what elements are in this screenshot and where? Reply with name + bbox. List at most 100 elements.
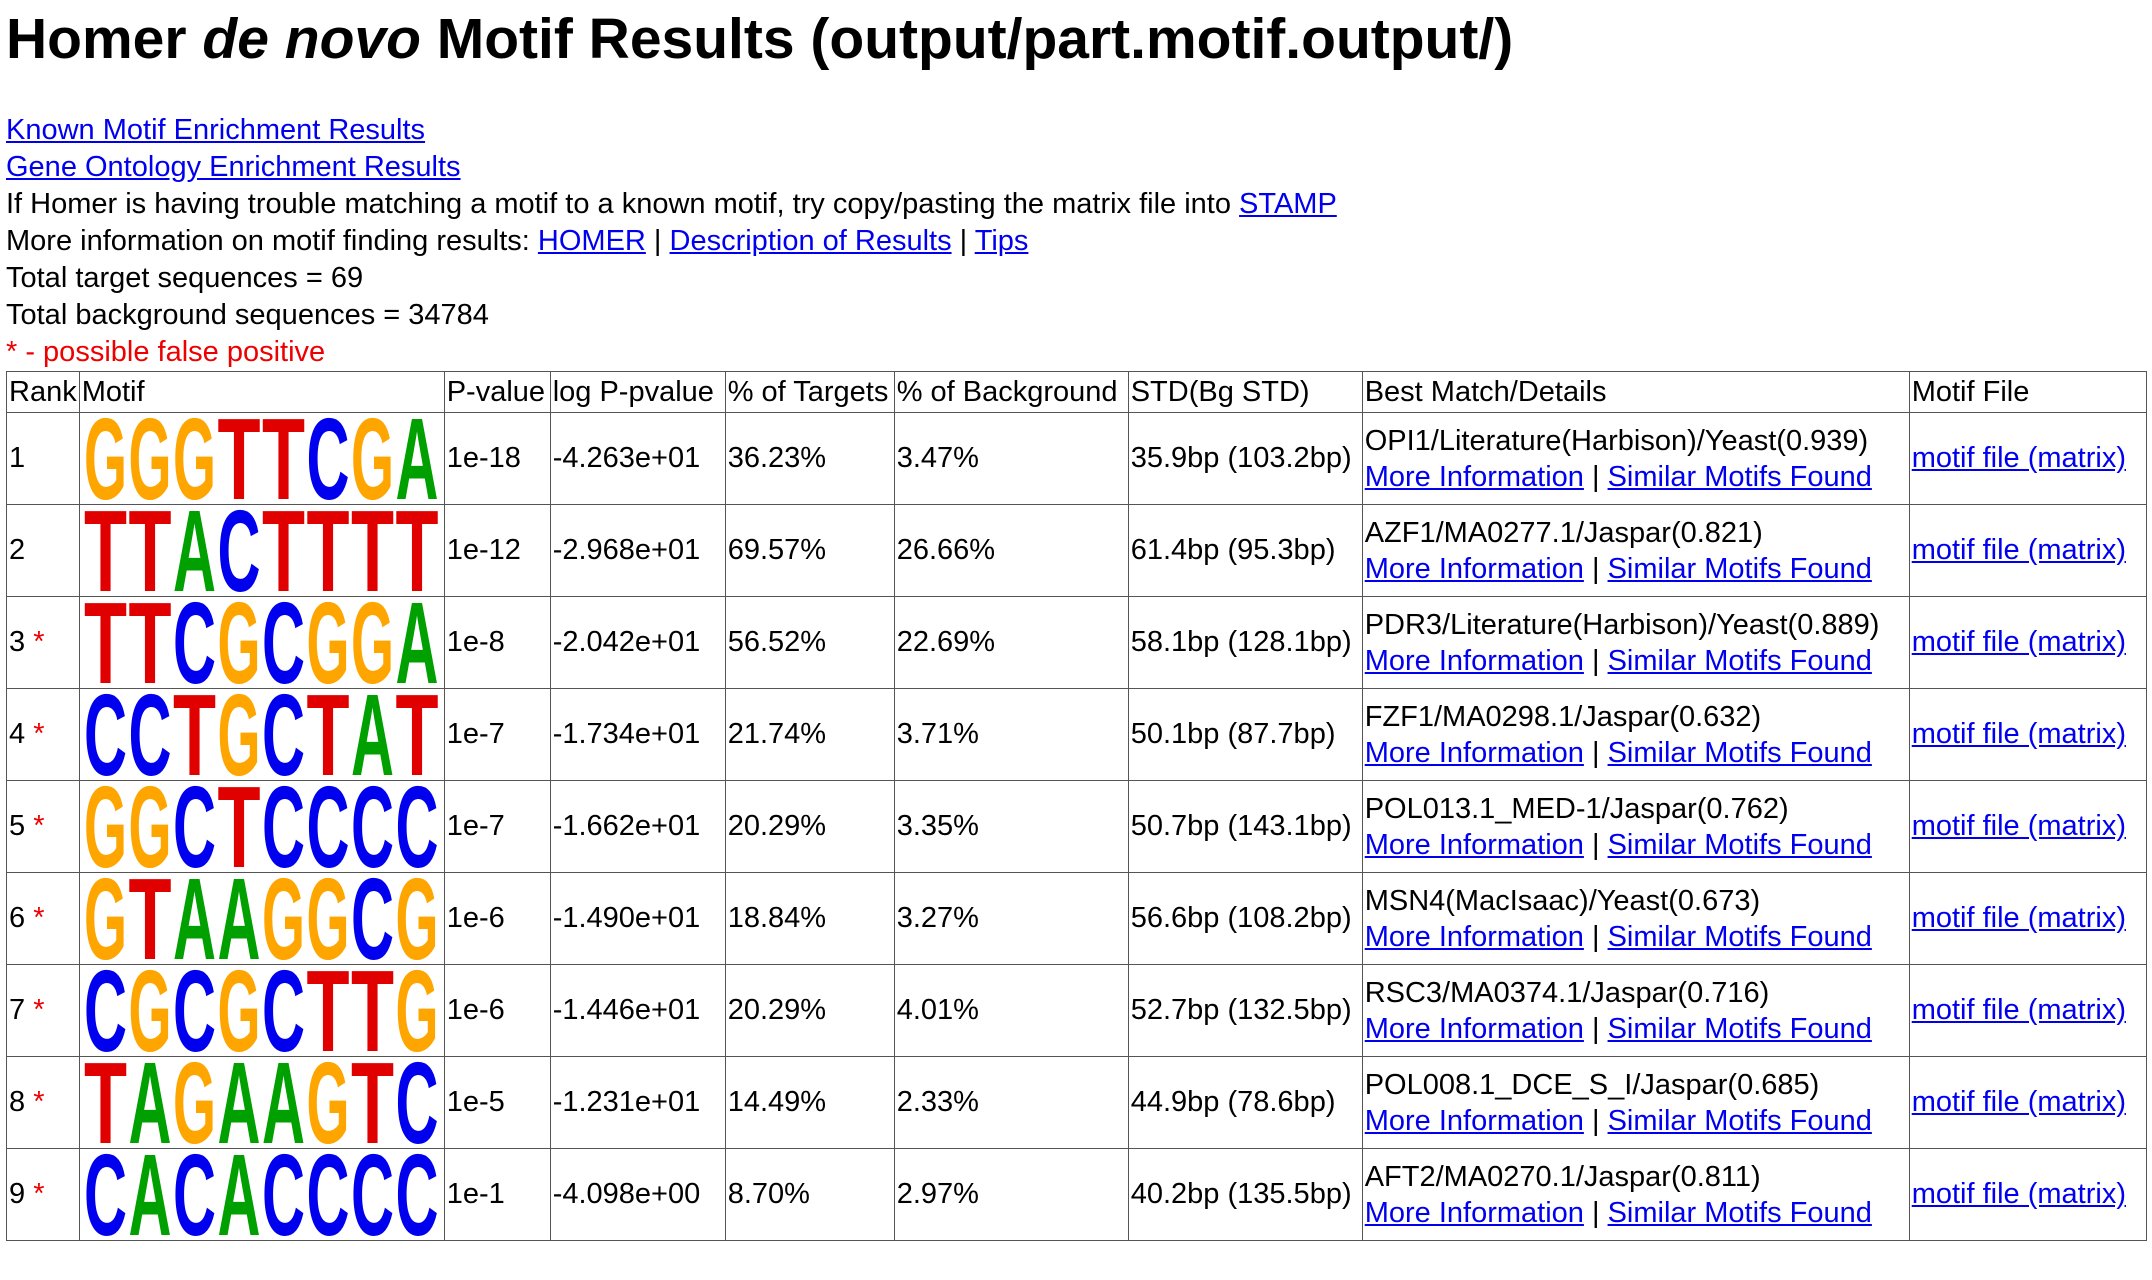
logo-letter: C [306, 1151, 349, 1239]
rank-cell: 9 * [6, 1148, 80, 1241]
tips-link[interactable]: Tips [974, 225, 1029, 257]
match-links: More Information | Similar Motifs Found [1365, 643, 1907, 679]
header-row: Rank Motif P-value log P-pvalue% of Targets… [6, 371, 2147, 413]
rank: 1 [9, 442, 26, 474]
column-header: % of Targets [724, 371, 895, 413]
known-link[interactable]: Known Motif Enrichment Results [6, 114, 426, 146]
false-positive-flag: * [33, 994, 45, 1026]
rank-cell: 5 * [6, 780, 80, 873]
targets-cell: 8.70% [724, 1148, 895, 1241]
logo-letter: C [351, 1151, 394, 1239]
similar-motifs-link[interactable]: Similar Motifs Found [1607, 736, 1872, 769]
best-match: POL013.1_MED-1/Jaspar(0.762) [1364, 792, 1789, 825]
false-positive-note: * - possible false positive [6, 336, 326, 368]
homer-link[interactable]: HOMER [537, 225, 646, 257]
logo-letter: G [84, 875, 127, 963]
similar-motifs-link[interactable]: Similar Motifs Found [1607, 1012, 1872, 1045]
motif-file-link[interactable]: motif file (matrix) [1911, 1086, 2126, 1118]
similar-motifs-link[interactable]: Similar Motifs Found [1607, 920, 1872, 953]
motif-file-link[interactable]: motif file (matrix) [1911, 902, 2126, 934]
more-line: More information on motif finding result… [6, 223, 1028, 260]
logp-cell: -1.734e+01 [549, 688, 726, 781]
motif-file-link[interactable]: motif file (matrix) [1911, 626, 2126, 658]
std-cell: 56.6bp (108.2bp) [1127, 872, 1363, 965]
similar-motifs-link[interactable]: Similar Motifs Found [1607, 828, 1872, 861]
motif-file-cell: motif file (matrix) [1908, 872, 2147, 965]
more-info-link[interactable]: More Information [1364, 828, 1584, 861]
logo-letter: T [395, 691, 438, 779]
pvalue-cell: 1e-8 [443, 596, 551, 689]
more-info-link[interactable]: More Information [1364, 736, 1584, 769]
more-info-link[interactable]: More Information [1364, 460, 1584, 493]
logo-letter: C [395, 1151, 438, 1239]
match-links: More Information | Similar Motifs Found [1365, 1195, 1907, 1231]
motif-file-link[interactable]: motif file (matrix) [1911, 1178, 2126, 1210]
column-header: log P-pvalue [549, 371, 726, 413]
logp-cell: -2.968e+01 [549, 504, 726, 597]
logo-letter: G [306, 1059, 349, 1147]
similar-motifs-link[interactable]: Similar Motifs Found [1607, 1196, 1872, 1229]
best-match-cell: POL008.1_DCE_S_I/Jaspar(0.685) More Infor… [1361, 1056, 1910, 1149]
more-info-link[interactable]: More Information [1364, 920, 1584, 953]
pvalue-cell: 1e-12 [443, 504, 551, 597]
logo-letter: T [351, 1059, 394, 1147]
more-info-link[interactable]: More Information [1364, 1196, 1584, 1229]
pvalue-cell: 1e-7 [443, 780, 551, 873]
result-row: 2 T T A C T T T T 1e-12 -2.968e+01 69.57% 26.66% 61.4… [6, 504, 2147, 597]
motif-file-cell: motif file (matrix) [1908, 780, 2147, 873]
motif-file-link[interactable]: motif file (matrix) [1911, 442, 2126, 474]
logo-letter: C [173, 783, 216, 871]
motif-file-link[interactable]: motif file (matrix) [1911, 534, 2126, 566]
logo-letter: C [262, 691, 305, 779]
similar-motifs-link[interactable]: Similar Motifs Found [1607, 552, 1872, 585]
motif-file-link[interactable]: motif file (matrix) [1911, 810, 2126, 842]
rank: 4 [9, 718, 26, 750]
best-match-cell: FZF1/MA0298.1/Jaspar(0.632) More Informat… [1361, 688, 1910, 781]
logo-letter: T [217, 783, 260, 871]
column-header: Motif [78, 371, 445, 413]
logo-letter: T [351, 967, 394, 1055]
pvalue-cell: 1e-18 [443, 412, 551, 505]
more-info-link[interactable]: More Information [1364, 1012, 1584, 1045]
logo-letter: T [306, 507, 349, 595]
rank: 8 [9, 1086, 26, 1118]
logo-letter: C [351, 875, 394, 963]
std-cell: 58.1bp (128.1bp) [1127, 596, 1363, 689]
go-link[interactable]: Gene Ontology Enrichment Results [6, 151, 461, 183]
similar-motifs-link[interactable]: Similar Motifs Found [1607, 1104, 1872, 1137]
more-info-link[interactable]: More Information [1364, 552, 1584, 585]
best-match-cell: MSN4(MacIsaac)/Yeast(0.673) More Informat… [1361, 872, 1910, 965]
logo-letter: C [262, 1151, 305, 1239]
title-part: Motif Results (output/part.motif.output/… [420, 7, 1514, 71]
logo-letter: A [395, 415, 438, 503]
motif-file-link[interactable]: motif file (matrix) [1911, 718, 2126, 750]
logo-letter: G [306, 875, 349, 963]
motif-file-cell: motif file (matrix) [1908, 504, 2147, 597]
pvalue-cell: 1e-7 [443, 688, 551, 781]
logo-letter: T [262, 507, 305, 595]
similar-motifs-link[interactable]: Similar Motifs Found [1607, 460, 1872, 493]
best-match: RSC3/MA0374.1/Jaspar(0.716) [1364, 976, 1770, 1009]
targets-cell: 20.29% [724, 780, 895, 873]
motif-file-link[interactable]: motif file (matrix) [1911, 994, 2126, 1026]
logo-letter: G [84, 415, 127, 503]
more-info-link[interactable]: More Information [1364, 1104, 1584, 1137]
targets-cell: 69.57% [724, 504, 895, 597]
match-links: More Information | Similar Motifs Found [1365, 735, 1907, 771]
more-info-link[interactable]: More Information [1364, 644, 1584, 677]
rank-cell: 3 * [6, 596, 80, 689]
result-row: 9 * C A C A C C C C 1e-1 -4.098e+00 8.70% 2.97% 40.2b… [6, 1148, 2147, 1241]
background-cell: 3.35% [893, 780, 1129, 873]
similar-motifs-link[interactable]: Similar Motifs Found [1607, 644, 1872, 677]
best-match: POL008.1_DCE_S_I/Jaspar(0.685) [1364, 1068, 1820, 1101]
logo-letter: T [128, 599, 171, 687]
stamp-link[interactable]: STAMP [1239, 188, 1337, 220]
description-link[interactable]: Description of Results [669, 225, 952, 257]
std-cell: 50.7bp (143.1bp) [1127, 780, 1363, 873]
title-part: Homer [6, 7, 203, 71]
